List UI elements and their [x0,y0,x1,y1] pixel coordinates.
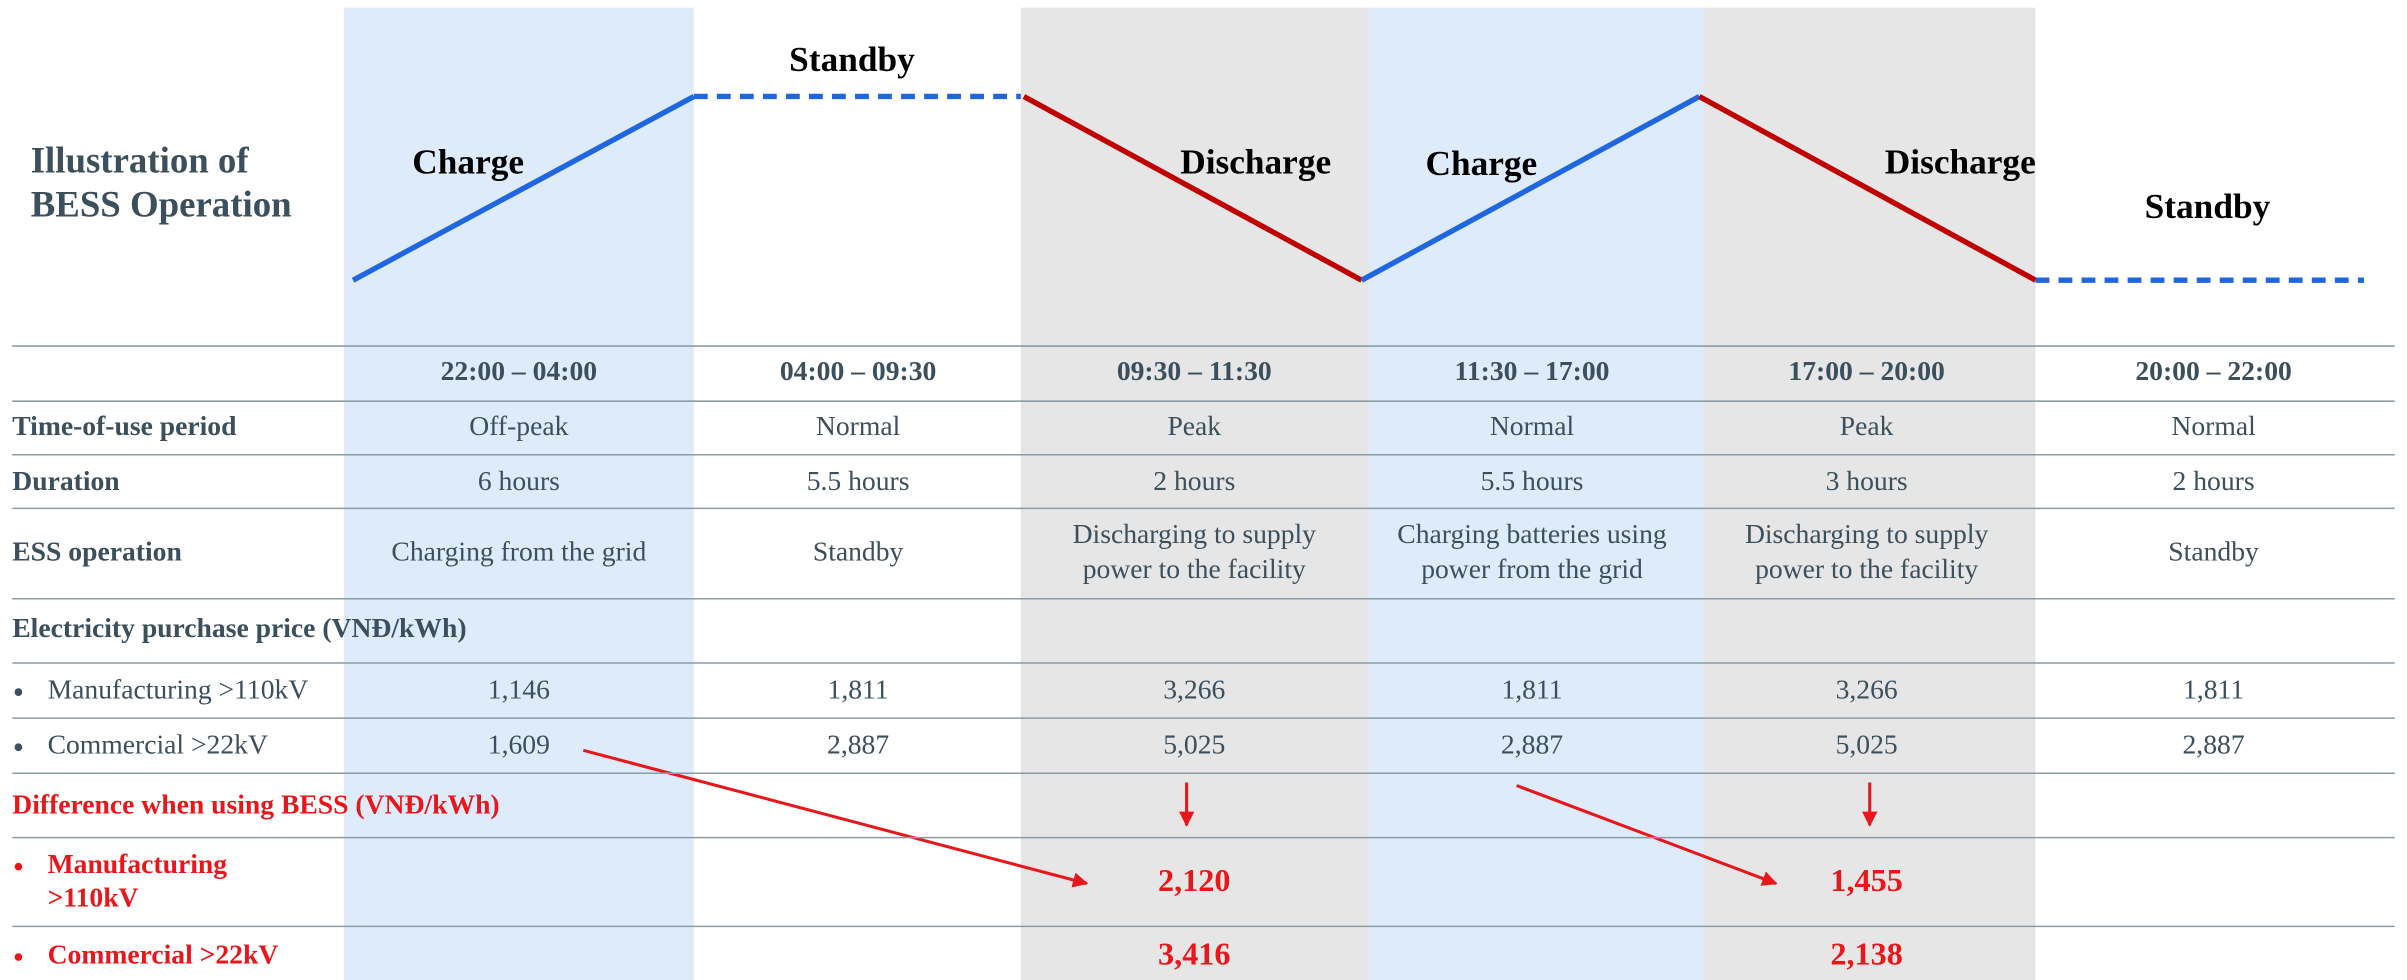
cell: power to the facility [1083,553,1306,584]
cell: Normal [2171,410,2256,441]
cell: 2,887 [1501,729,1563,760]
cell: Peak [1167,410,1221,441]
cell: 3,266 [1163,673,1225,704]
cell: Discharging to supply [1073,518,1317,549]
cell: 17:00 – 20:00 [1788,355,1944,386]
cell: Standby [2168,536,2259,567]
bullet [14,743,23,752]
charge-band [1369,7,1704,980]
row-label: Duration [12,465,119,496]
cell: 1,146 [488,673,550,704]
row-label: Commercial >22kV [48,938,279,969]
arrow [1516,784,1778,886]
cell: 1,811 [1501,673,1562,704]
cell: 5.5 hours [1481,465,1584,496]
phase-label: Standby [2145,187,2271,226]
cell: 3 hours [1826,465,1908,496]
cell: 22:00 – 04:00 [441,355,597,386]
charge-line [351,94,696,283]
cell: 2,887 [827,729,889,760]
cell: 2 hours [2173,465,2255,496]
cell: Discharging to supply [1745,518,1989,549]
cell: 09:30 – 11:30 [1117,355,1272,386]
cell: 5,025 [1163,729,1225,760]
cell: 3,416 [1158,935,1231,971]
cell: Off-peak [469,410,568,441]
phase-label: Standby [789,40,915,79]
phase-label: Discharge [1180,142,1331,181]
title: Illustration of [31,139,250,180]
phase-label: Discharge [1885,142,2036,181]
charge-line [1360,94,1701,283]
cell: 2 hours [1153,465,1235,496]
column-backgrounds [343,7,2036,980]
row-label: Commercial >22kV [48,729,268,760]
cell: 2,887 [2183,729,2245,760]
cell: 5.5 hours [807,465,910,496]
cell: Peak [1840,410,1894,441]
row-label: ESS operation [12,536,182,567]
cell: 2,138 [1830,935,1903,971]
cell: power to the facility [1755,553,1978,584]
row-label: Difference when using BESS (VNĐ/kWh) [12,788,499,819]
bullet [14,688,23,696]
cell: 2,120 [1158,862,1231,898]
cell: power from the grid [1421,553,1643,584]
row-label: Manufacturing >110kV [48,673,309,704]
title: BESS Operation [31,184,292,225]
phase-label: Charge [412,142,524,181]
cell: 3,266 [1836,673,1898,704]
cell: Charging batteries using [1397,518,1667,549]
row-label: Manufacturing [48,848,228,879]
cell: Standby [813,536,904,567]
cell: 11:30 – 17:00 [1455,355,1610,386]
discharge-band [1020,7,1370,980]
charge-band [343,7,694,980]
cell: 1,455 [1830,862,1903,898]
cell: 20:00 – 22:00 [2135,355,2291,386]
discharge-line [1698,94,2037,283]
cell: Normal [816,410,901,441]
row-label: >110kV [48,882,139,913]
phase-label: Charge [1425,144,1537,183]
discharge-line [1022,94,1363,283]
row-label: Electricity purchase price (VNĐ/kWh) [12,612,466,643]
cell: Normal [1490,410,1575,441]
cell: 1,609 [488,729,550,760]
cell: 1,811 [828,673,889,704]
cell: 6 hours [478,465,560,496]
bullet [14,862,23,871]
bullet [14,953,23,961]
cell: 04:00 – 09:30 [780,355,936,386]
operation-line [351,93,2365,283]
row-label: Time-of-use period [12,410,237,441]
cell: 1,811 [2183,673,2244,704]
cell: 5,025 [1836,729,1898,760]
cell: Charging from the grid [391,536,646,567]
